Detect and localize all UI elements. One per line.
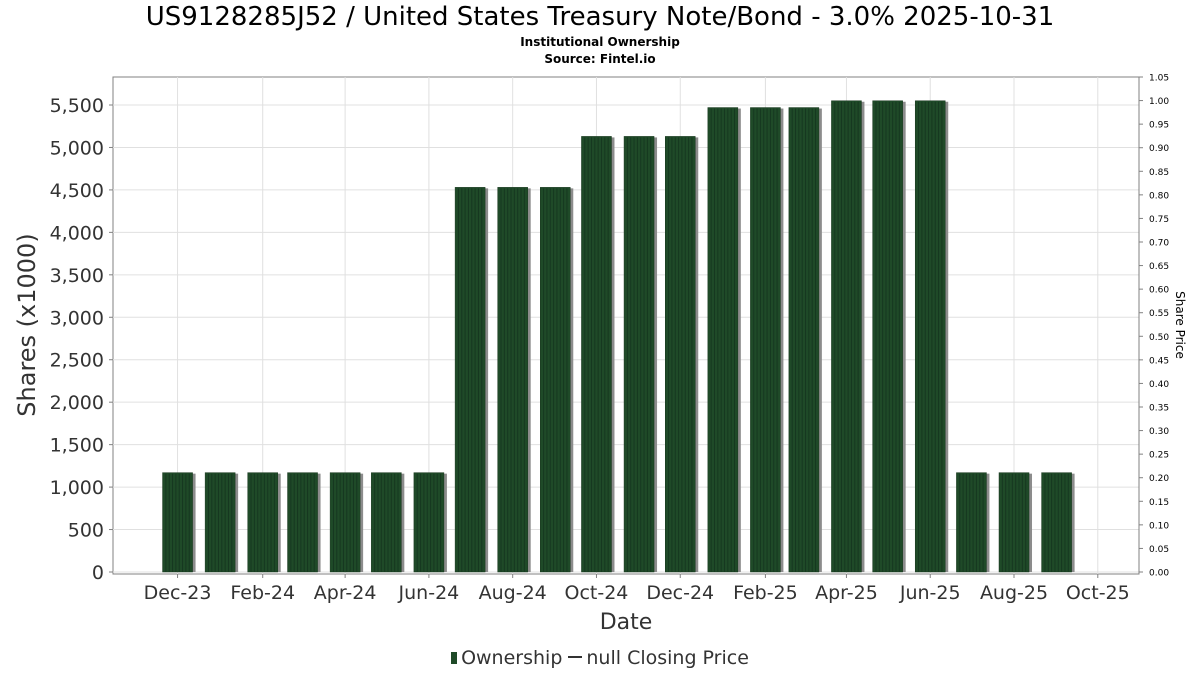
y2-tick-label: 0.75 (1149, 215, 1169, 225)
x-tick-label: Apr-24 (314, 582, 377, 604)
bar-ownership (329, 472, 361, 573)
y-tick-label: 1,000 (50, 477, 104, 499)
y-tick-label: 2,000 (50, 392, 104, 414)
y-tick-label: 5,500 (50, 95, 104, 117)
bar-ownership (707, 107, 739, 573)
bar-ownership (831, 100, 862, 573)
y2-tick-label: 0.35 (1149, 404, 1169, 414)
legend-ownership-swatch (451, 652, 458, 664)
bar-ownership (998, 472, 1030, 573)
bar-ownership (454, 187, 486, 573)
x-tick-label: Aug-25 (980, 582, 1048, 604)
y2-tick-label: 0.90 (1149, 144, 1169, 154)
x-tick-label: Dec-24 (646, 582, 714, 604)
y2-axis-label: Share Price (1173, 291, 1187, 359)
legend-price-label: null Closing Price (586, 647, 749, 669)
x-tick-label: Feb-25 (733, 582, 798, 604)
y-tick-label: 4,000 (50, 222, 104, 244)
x-tick-label: Dec-23 (144, 582, 212, 604)
y2-tick-label: 0.15 (1149, 498, 1169, 508)
y2-tick-label: 0.70 (1149, 239, 1169, 249)
bar-ownership (287, 472, 318, 573)
y2-tick-label: 0.85 (1149, 168, 1169, 178)
x-axis-label: Date (600, 610, 653, 635)
y-axis-label: Shares (x1000) (13, 233, 41, 416)
y-tick-label: 500 (68, 520, 104, 542)
y2-tick-label: 0.05 (1149, 545, 1169, 555)
x-tick-label: Feb-24 (230, 582, 295, 604)
y-tick-label: 1,500 (50, 435, 104, 457)
legend-ownership-label: Ownership (461, 647, 563, 669)
y2-tick-label: 0.10 (1149, 521, 1169, 531)
x-tick-label: Oct-24 (565, 582, 629, 604)
bar-ownership (914, 100, 946, 573)
bar-ownership (371, 472, 402, 573)
bar-ownership (162, 472, 193, 573)
bar-ownership (540, 187, 571, 573)
y2-tick-label: 0.55 (1149, 309, 1169, 319)
y2-tick-label: 1.05 (1149, 74, 1169, 84)
y2-tick-label: 0.30 (1149, 427, 1169, 437)
x-tick-label: Jun-25 (899, 582, 961, 604)
y2-tick-label: 0.20 (1149, 474, 1169, 484)
x-tick-label: Aug-24 (479, 582, 547, 604)
y2-tick-label: 0.00 (1149, 569, 1169, 579)
y-tick-label: 3,500 (50, 265, 104, 287)
y2-tick-label: 0.65 (1149, 262, 1169, 272)
chart-title: US9128285J52 / United States Treasury No… (145, 2, 1055, 32)
bar-ownership (788, 107, 820, 573)
bar-ownership (623, 136, 655, 573)
y2-tick-label: 0.60 (1149, 286, 1169, 296)
y-tick-label: 0 (92, 562, 104, 584)
legend: Ownership null Closing Price (0, 647, 1200, 669)
chart-source: Source: Fintel.io (544, 52, 656, 66)
bar-ownership (247, 472, 278, 573)
legend-price-swatch (568, 656, 583, 658)
bar-ownership (956, 472, 987, 573)
x-tick-label: Apr-25 (815, 582, 878, 604)
y2-tick-label: 1.00 (1149, 97, 1169, 107)
bar-ownership (204, 472, 236, 573)
y2-tick-label: 0.25 (1149, 451, 1169, 461)
y2-tick-label: 0.80 (1149, 191, 1169, 201)
bar-ownership (665, 136, 696, 573)
x-tick-label: Oct-25 (1066, 582, 1130, 604)
y2-tick-label: 0.50 (1149, 333, 1169, 343)
y-tick-label: 2,500 (50, 350, 104, 372)
axes: 0 500 1,000 1,500 2,000 2,500 3,000 3,500 4,000 4… (50, 74, 1170, 605)
bar-ownership (581, 136, 612, 573)
bar-ownership (872, 100, 903, 573)
y-tick-label: 5,000 (50, 137, 104, 159)
y2-tick-label: 0.95 (1149, 121, 1169, 131)
bar-ownership (497, 187, 528, 573)
chart-subtitle: Institutional Ownership (520, 35, 680, 49)
y2-tick-label: 0.40 (1149, 380, 1169, 390)
y-tick-label: 3,000 (50, 307, 104, 329)
bar-ownership (750, 107, 781, 573)
y-tick-label: 4,500 (50, 180, 104, 202)
bar-ownership (1041, 472, 1072, 573)
bar-series-ownership (162, 100, 1075, 573)
x-tick-label: Jun-24 (398, 582, 460, 604)
bar-ownership (413, 472, 445, 573)
y2-tick-label: 0.45 (1149, 356, 1169, 366)
